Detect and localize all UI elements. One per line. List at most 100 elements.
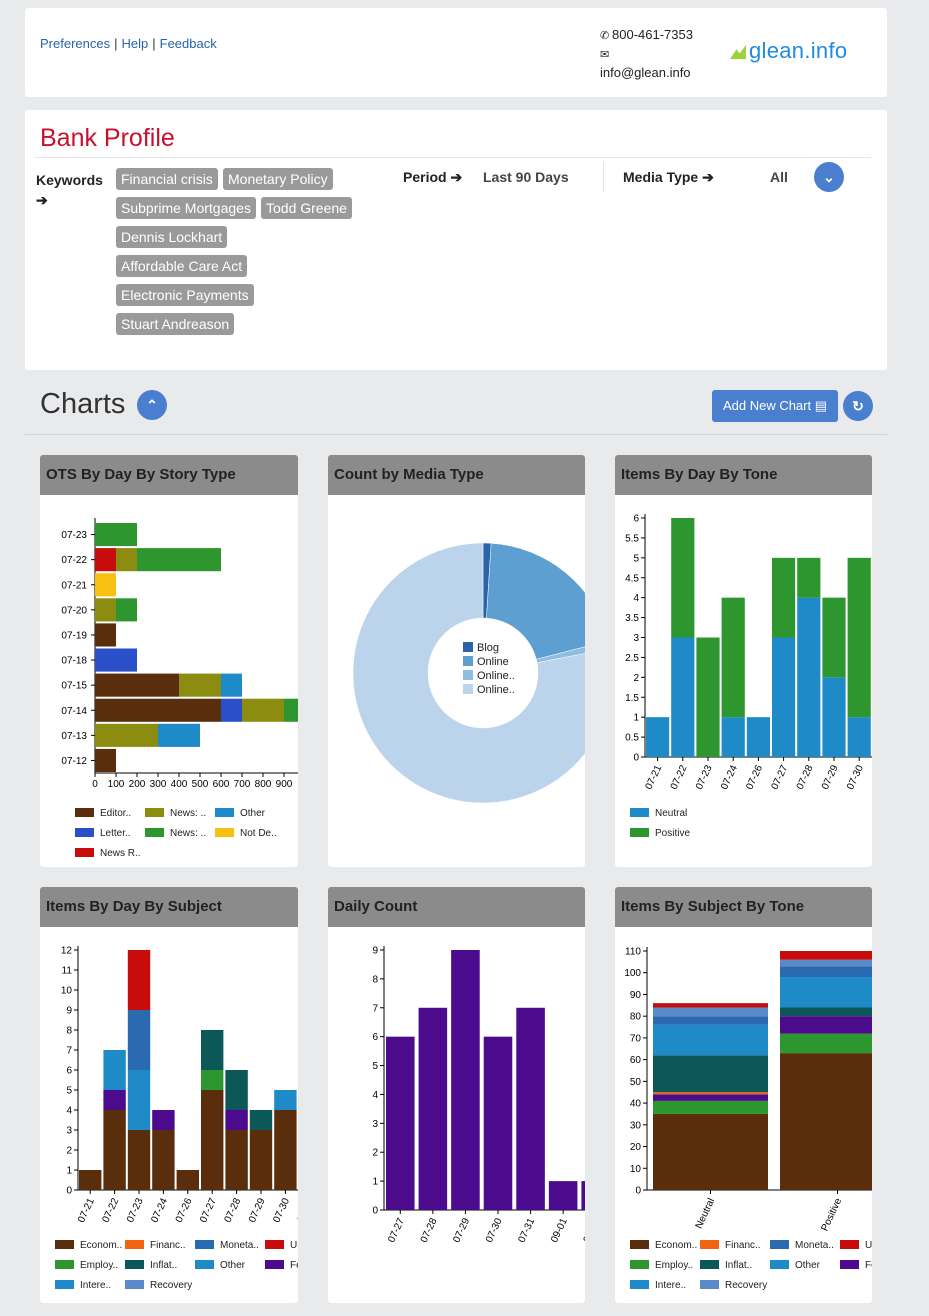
y-tick-label: 07-18 [61, 656, 87, 667]
y-tick-label: 40 [630, 1099, 642, 1110]
bar-segment [95, 623, 116, 647]
keyword-chip[interactable]: Electronic Payments [116, 284, 254, 306]
y-tick-label: 30 [630, 1120, 642, 1131]
x-tick-label: 07-23 [694, 763, 715, 791]
keyword-chip[interactable]: Subprime Mortgages [116, 197, 256, 219]
bar-segment [95, 748, 116, 772]
legend-swatch [75, 808, 94, 817]
bar-chart-icon: ▤ [814, 398, 828, 413]
bar-segment [95, 723, 158, 747]
legend-label: Intere.. [655, 1280, 686, 1291]
legend-label: Recovery [725, 1280, 767, 1291]
email-address: info@glean.info [600, 65, 691, 80]
y-tick-label: 1 [66, 1166, 72, 1177]
legend-label: Federa.. [290, 1260, 298, 1271]
bar-segment [127, 1070, 151, 1130]
bar-segment [671, 518, 695, 638]
bar-segment [158, 723, 200, 747]
y-tick-label: 3.5 [625, 613, 639, 624]
bar-segment [653, 1016, 768, 1025]
legend-label: Employ.. [655, 1260, 693, 1271]
legend-swatch [700, 1260, 719, 1269]
legend-swatch [630, 1280, 649, 1289]
x-tick-label: 07-31 [296, 1196, 298, 1224]
chart-card-daily-count: Daily Count 0 1 2 3 4 5 6 7 8 9 07-27 07-28 07-29 07-… [328, 887, 585, 1303]
legend-swatch [840, 1240, 859, 1249]
keyword-chip[interactable]: Stuart Andreason [116, 313, 235, 335]
x-tick-label: 700 [234, 779, 251, 790]
y-tick-label: 5 [372, 1061, 378, 1072]
y-tick-label: 8 [372, 974, 378, 985]
add-new-chart-button[interactable]: Add New Chart ▤ [712, 390, 838, 422]
y-tick-label: 110 [625, 947, 641, 958]
y-tick-label: 2 [372, 1148, 378, 1159]
feedback-link[interactable]: Feedback [159, 36, 217, 51]
bar [548, 1181, 578, 1210]
top-links: Preferences | Help | Feedback [40, 36, 217, 51]
bar-segment [242, 698, 284, 722]
x-tick-label: 07-28 [795, 763, 816, 791]
double-chevron-down-icon: ⌄ [823, 169, 835, 185]
legend-label: Unempl.. [865, 1240, 872, 1251]
y-tick-label: 4 [633, 593, 639, 604]
bar-segment [225, 1110, 248, 1130]
legend-label: Econom.. [655, 1240, 697, 1251]
preferences-link[interactable]: Preferences [40, 36, 111, 51]
phone-number: 800-461-7353 [612, 27, 693, 42]
keyword-chip[interactable]: Dennis Lockhart [116, 226, 228, 248]
divider [603, 162, 604, 192]
legend-label: Inflat.. [725, 1260, 752, 1271]
x-tick-label: 09-08 [582, 1216, 585, 1244]
legend-label: Blog [477, 642, 499, 654]
legend-label: Recovery [150, 1280, 192, 1291]
x-tick-label: 07-27 [770, 763, 791, 791]
bar-segment [249, 1130, 273, 1190]
logo-mark-icon [730, 45, 746, 59]
legend-swatch [55, 1280, 74, 1289]
keyword-chip[interactable]: Monetary Policy [223, 168, 333, 190]
chart-svg: 07-23 07-22 07-21 07-20 07-19 07-18 07-15 07-14… [61, 518, 298, 859]
x-tick-label: 07-21 [644, 763, 665, 791]
chart-title: Items By Day By Subject [40, 887, 298, 927]
refresh-button[interactable]: ↻ [843, 391, 873, 421]
collapse-charts-button[interactable]: ⌃ [137, 390, 167, 420]
period-value[interactable]: Last 90 Days [483, 169, 569, 185]
help-link[interactable]: Help [121, 36, 149, 51]
y-tick-label: 5 [633, 553, 639, 564]
legend-swatch [840, 1260, 859, 1269]
media-type-value[interactable]: All [770, 169, 788, 185]
keyword-chip[interactable]: Affordable Care Act [116, 255, 248, 277]
legend-label: Financ.. [150, 1240, 186, 1251]
bar-segment [653, 1094, 768, 1101]
bar [516, 1007, 545, 1210]
chart-card-by-tone: Items By Day By Tone 0 0.5 1 1.5 2 2.5 3 3.5 4 4.… [615, 455, 872, 867]
bar-segment [116, 548, 137, 572]
pie-slice [486, 542, 585, 660]
keyword-chip[interactable]: Financial crisis [116, 168, 218, 190]
legend-label: Other [240, 808, 266, 819]
legend-swatch [125, 1240, 144, 1249]
bar-segment [95, 698, 221, 722]
legend-swatch [75, 848, 94, 857]
legend-swatch [700, 1280, 719, 1289]
bar-segment [653, 1024, 768, 1056]
expand-filters-button[interactable]: ⌄ [814, 162, 844, 192]
x-tick-label: 07-31 [517, 1216, 538, 1244]
y-tick-label: 0.5 [625, 733, 639, 744]
y-tick-label: 07-19 [61, 630, 87, 641]
y-tick-label: 07-22 [61, 555, 87, 566]
x-tick-label: 800 [255, 779, 272, 790]
logo[interactable]: glean.info [730, 38, 847, 64]
y-tick-label: 1 [633, 713, 639, 724]
legend-swatch [463, 656, 473, 666]
y-tick-label: 3 [66, 1126, 72, 1137]
y-tick-label: 10 [61, 986, 73, 997]
bar-segment [225, 1070, 248, 1110]
bar-segment [127, 950, 151, 1010]
chart-title: Daily Count [328, 887, 585, 927]
legend-swatch [630, 1240, 649, 1249]
y-tick-label: 20 [630, 1142, 642, 1153]
y-tick-label: 70 [630, 1033, 642, 1044]
keyword-chip[interactable]: Todd Greene [261, 197, 352, 219]
bar [483, 1036, 513, 1210]
